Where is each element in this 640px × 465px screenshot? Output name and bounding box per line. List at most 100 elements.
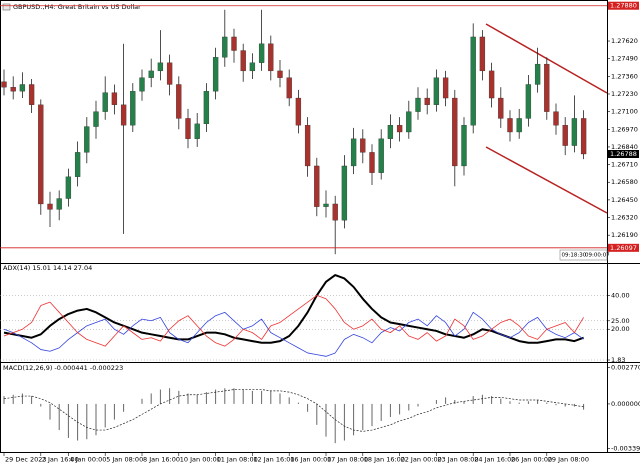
candle-body <box>350 138 357 167</box>
candle-body <box>194 123 200 139</box>
candle-body <box>47 203 53 210</box>
y-tick-label: 1.27100 <box>611 108 638 116</box>
candle-body <box>553 111 559 126</box>
countdown-box <box>559 249 608 261</box>
candle-body <box>534 63 541 85</box>
x-tick-label: 12 Jan 16:00 <box>253 456 294 464</box>
candle-body <box>56 198 62 210</box>
y-tick-label: 1.26580 <box>611 178 638 186</box>
candle-body <box>120 104 127 126</box>
candle-body <box>185 118 191 139</box>
candle-body <box>231 36 237 51</box>
candle-body <box>498 97 504 119</box>
chart-title: GBPUSD.,H4: Great Britain vs US Dollar <box>13 3 141 11</box>
channel-line <box>485 146 608 214</box>
candle-body <box>38 104 44 205</box>
candle-body <box>314 165 320 207</box>
x-tick-label: 23 Jan 08:00 <box>437 456 478 464</box>
candle-body <box>304 125 311 167</box>
x-tick-label: 29 Jan 08:00 <box>548 456 589 464</box>
candle-body <box>295 97 302 126</box>
candle-body <box>277 70 283 78</box>
price-tag <box>608 243 639 252</box>
candle-body <box>102 92 108 112</box>
candle-body <box>415 97 421 112</box>
y-tick-label: 1.26450 <box>611 196 638 204</box>
signal-line <box>3 389 584 432</box>
y-tick-label: 1.27360 <box>611 72 638 80</box>
indicator-line <box>3 294 584 347</box>
candle-body <box>470 36 476 126</box>
candle-body <box>203 91 210 125</box>
y-tick-label: 40.00 <box>611 291 630 299</box>
candle-body <box>378 138 384 173</box>
candle-body <box>479 36 486 72</box>
y-tick-label: 20.00 <box>611 325 630 333</box>
y-tick-label: 1.27230 <box>611 90 638 98</box>
y-tick-label: 1.27490 <box>611 55 638 63</box>
x-tick-label: 8 Jan 16:00 <box>143 456 180 464</box>
candle-body <box>461 125 467 167</box>
x-tick-label: 18 Jan 16:00 <box>364 456 405 464</box>
candle-body <box>507 118 513 133</box>
y-tick-label: 1.26190 <box>611 231 638 239</box>
candle-body <box>332 203 338 221</box>
indicator-line <box>3 311 584 357</box>
candle-body <box>369 152 375 173</box>
x-tick-label: 17 Jan 08:00 <box>327 456 368 464</box>
candle-body <box>341 165 348 221</box>
candle-body <box>258 43 265 63</box>
candle-body <box>433 77 440 105</box>
y-tick-label: 1.26710 <box>611 161 638 169</box>
candle-body <box>396 125 403 133</box>
symbol-icon <box>2 3 11 11</box>
candle-body <box>360 138 366 153</box>
candle-body <box>166 62 173 85</box>
y-tick-label: 0.002770 <box>611 364 640 372</box>
candle-body <box>387 125 394 139</box>
y-tick-label: -0.003397 <box>611 444 640 452</box>
candle-body <box>74 152 81 177</box>
candle-body <box>65 176 72 199</box>
candle-body <box>212 57 219 92</box>
y-tick-label: 1.26970 <box>611 125 638 133</box>
x-tick-label: 24 Jan 16:00 <box>474 456 515 464</box>
candle-body <box>240 50 246 72</box>
price-tag-label: 1.27880 <box>610 2 637 10</box>
candle-body <box>323 203 329 207</box>
price-tag <box>608 1 639 10</box>
indicator-title: ADX(14) 15.01 14.14 27.04 <box>3 264 92 272</box>
x-tick-label: 22 Jan 00:00 <box>401 456 442 464</box>
candle-body <box>525 84 532 119</box>
candle-body <box>580 118 587 155</box>
countdown-text: 09:18:30 <box>562 253 587 259</box>
candle-body <box>488 70 495 99</box>
candle-body <box>452 97 458 167</box>
candle-body <box>148 70 154 78</box>
candle-body <box>562 125 568 146</box>
candle-body <box>93 111 99 127</box>
candle-body <box>130 91 136 126</box>
candle-body <box>10 87 16 92</box>
x-tick-label: 11 Jan 08:00 <box>217 456 258 464</box>
x-tick-label: 26 Jan 00:00 <box>511 456 552 464</box>
candle-body <box>84 126 90 153</box>
y-tick-label: 1.83 <box>611 356 625 364</box>
candle-body <box>111 92 118 105</box>
candle-body <box>249 62 256 72</box>
y-tick-label: 1.26320 <box>611 214 638 222</box>
last-price-label: 1.26788 <box>610 150 637 158</box>
candle-body <box>286 77 292 99</box>
x-tick-label: 4 Jan 00:00 <box>69 456 106 464</box>
candle-body <box>157 62 164 72</box>
candle-body <box>424 97 430 105</box>
last-price-tag <box>608 149 639 158</box>
candle-body <box>571 118 578 146</box>
countdown-text: 09:00:07 <box>585 253 610 259</box>
candle-body <box>406 111 412 133</box>
x-tick-label: 2 Jan 16:00 <box>42 456 79 464</box>
candle-body <box>544 63 550 112</box>
candle-body <box>139 77 145 92</box>
candle-body <box>19 84 26 92</box>
